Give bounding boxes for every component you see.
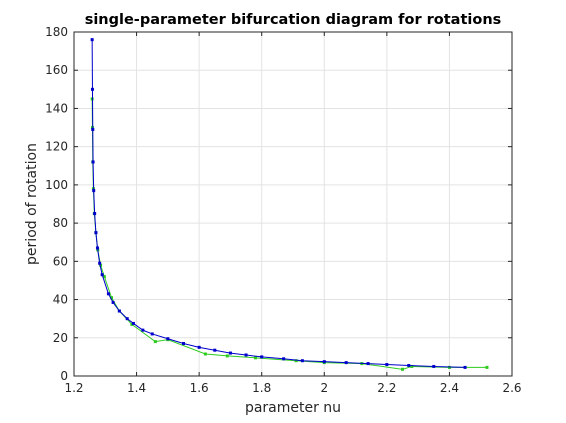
data-point [141,328,145,332]
x-tick-label: 2.2 [377,381,396,395]
data-point [182,342,185,346]
data-point [432,364,436,368]
y-tick-label: 0 [60,369,68,383]
y-axis-label: period of rotation [24,143,40,265]
data-point [91,160,95,164]
data-point [99,263,103,267]
data-point [401,367,404,371]
data-point [407,363,411,367]
data-point [106,292,110,296]
data-point [485,365,489,369]
data-point [153,340,157,344]
data-point [260,355,264,359]
series-layer [90,38,489,371]
data-point [322,360,326,364]
data-point [94,231,98,235]
x-tick-label: 2 [320,381,328,395]
x-tick-label: 1.8 [252,381,271,395]
x-tick-label: 1.4 [127,381,146,395]
data-point [344,361,348,365]
x-tick-label: 1.6 [190,381,209,395]
x-tick-label: 2.6 [502,381,521,395]
data-point [150,332,154,336]
data-point [117,309,121,313]
y-tick-label: 160 [45,63,68,77]
data-point [166,337,170,341]
data-point [93,212,97,216]
y-tick-label: 180 [45,25,68,39]
x-tick-label: 2.4 [440,381,459,395]
data-point [213,348,217,352]
data-point [98,261,102,265]
data-point [125,317,129,321]
x-tick-label: 1.2 [64,381,83,395]
data-point [130,322,134,326]
data-point [203,352,207,356]
data-point [366,362,370,366]
data-point [92,189,96,193]
data-point [197,345,201,349]
axes-box [73,31,513,377]
y-tick-label: 80 [53,216,68,230]
data-point [228,351,232,355]
data-point [300,359,304,363]
data-point [111,300,115,304]
y-tick-label: 100 [45,178,68,192]
data-point [282,357,286,361]
data-point [225,354,229,358]
y-tick-label: 140 [45,101,68,115]
plot-area [74,32,512,376]
data-point [463,365,467,369]
data-point [90,87,94,91]
y-tick-label: 120 [45,140,68,154]
data-point [100,273,104,277]
data-point [244,353,248,357]
data-point [410,364,414,368]
data-point [95,246,99,250]
y-tick-label: 60 [53,254,68,268]
data-point [91,127,95,131]
data-point [110,296,114,300]
data-point [102,275,106,279]
data-point [385,363,389,367]
data-point [131,321,135,325]
y-tick-label: 20 [53,331,68,345]
series-1 [90,38,467,369]
x-axis-label: parameter nu [245,400,341,416]
ticks: 1.2 1.4 1.6 1.8 2 2.2 2.4 2.6 0 20 40 60 80 100 120 140… [45,25,521,395]
chart-title: single-parameter bifurcation diagram for… [85,12,502,28]
y-tick-label: 40 [53,293,68,307]
data-point [90,38,94,42]
data-point [294,359,298,363]
data-point [253,356,257,360]
